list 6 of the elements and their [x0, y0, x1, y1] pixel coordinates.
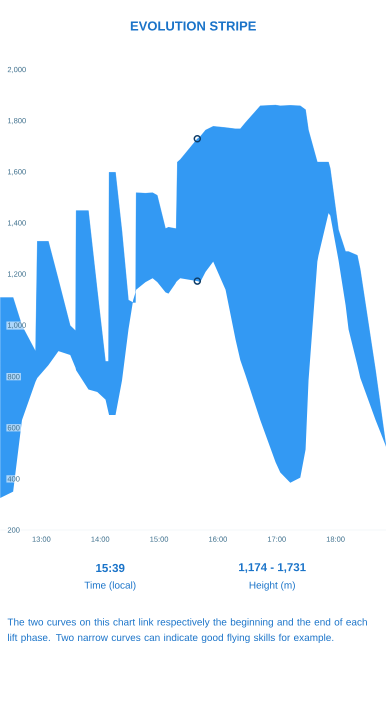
text: Height (m)	[249, 581, 295, 591]
text: The two curves on this chart link respectively the beginning and the end of each lift phase. Two narrow curves can indicate good flying skills for example.	[7, 618, 367, 644]
text: 1,174 - 1,731	[238, 563, 306, 573]
text: 15:39	[96, 564, 124, 572]
chart-title: EVOLUTION STRIPE	[130, 21, 256, 31]
text: Time (local)	[84, 581, 136, 591]
